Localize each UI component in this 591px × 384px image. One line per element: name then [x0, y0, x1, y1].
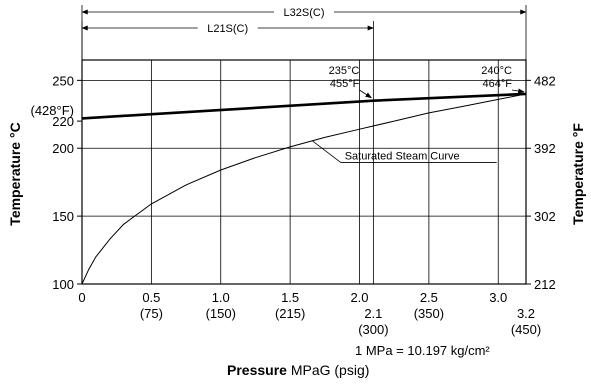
x-tick-label-4: 2.0: [350, 290, 368, 305]
y-right-tick-label-3: 482: [534, 73, 556, 88]
plot-frame: [81, 59, 527, 285]
x-axis-title-bold: Pressure: [227, 362, 287, 378]
annotation-464f: 464°F: [483, 78, 513, 90]
x-axis-title-rest: MPaG (psig): [287, 362, 369, 378]
saturated-steam-label: Saturated Steam Curve: [345, 150, 460, 162]
x-tick-label-7: 3.0: [489, 290, 507, 305]
y-left-extra-label: (428°F): [31, 103, 75, 118]
y-left-tick-label-1: 150: [52, 209, 74, 224]
x-tick-label-6: 2.5: [420, 290, 438, 305]
y-right-tick-label-1: 302: [534, 209, 556, 224]
series-saturated-steam-line: [81, 93, 527, 285]
x-axis-title: Pressure MPaG (psig): [227, 362, 369, 378]
annotation-455f: 455°F: [330, 78, 360, 90]
range-l32s-label: L32S(C): [284, 7, 325, 19]
y-left-tick-label-2: 200: [52, 141, 74, 156]
x-tick-sub-label-5: (300): [358, 322, 388, 337]
y-right-tick-label-0: 212: [534, 277, 556, 292]
series-max-temperature-line: [81, 92, 527, 120]
y-left-tick-label-4: 250: [52, 73, 74, 88]
x-tick-label-0: 0: [78, 290, 85, 305]
y-right-tick-label-2: 392: [534, 141, 556, 156]
x-tick-label-1: 0.5: [142, 290, 160, 305]
range-l21s-label: L21S(C): [207, 23, 248, 35]
x-tick-label-3: 1.5: [281, 290, 299, 305]
x-tick-sub-label-1: (75): [140, 306, 163, 321]
x-tick-sub-label-2: (150): [206, 306, 236, 321]
annotation-240c: 240°C: [481, 65, 512, 77]
x-tick-label-5: 2.1: [364, 306, 382, 321]
x-tick-label-2: 1.0: [212, 290, 230, 305]
annotation-240c-leader: [511, 88, 525, 94]
y-axis-title-right: Temperature °F: [570, 123, 586, 225]
annotation-235c: 235°C: [329, 65, 360, 77]
x-tick-sub-label-6: (350): [414, 306, 444, 321]
x-tick-sub-label-3: (215): [275, 306, 305, 321]
y-left-tick-label-3: 220: [52, 114, 74, 129]
annotation-235c-leader: [359, 89, 372, 99]
footnote: 1 MPa = 10.197 kg/cm²: [355, 343, 490, 358]
y-left-tick-label-0: 100: [52, 277, 74, 292]
x-tick-label-8: 3.2: [517, 306, 535, 321]
x-tick-sub-label-8: (450): [511, 322, 541, 337]
saturated-steam-label-leader: [312, 140, 341, 163]
y-axis-title-left: Temperature °C: [7, 122, 23, 225]
